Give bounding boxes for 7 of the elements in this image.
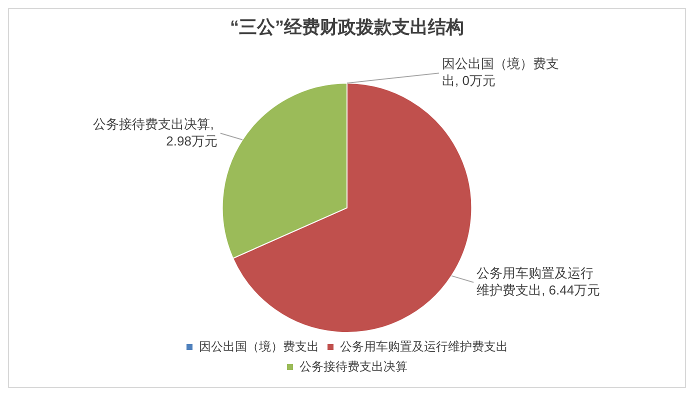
data-label: 公务接待费支出决算, 2.98万元 — [93, 116, 218, 148]
legend-label: 公务接待费支出决算 — [300, 359, 408, 374]
data-label: 公务用车购置及运行维护费支出, 6.44万元 — [476, 265, 600, 298]
text: 因公出国（境）费支出, 0万元 — [442, 56, 559, 88]
legend-label: 公务用车购置及运行维护费支出 — [340, 339, 508, 354]
chart-title: “三公”经费财政拨款支出结构 — [230, 16, 464, 37]
legend-label: 因公出国（境）费支出 — [199, 339, 319, 354]
